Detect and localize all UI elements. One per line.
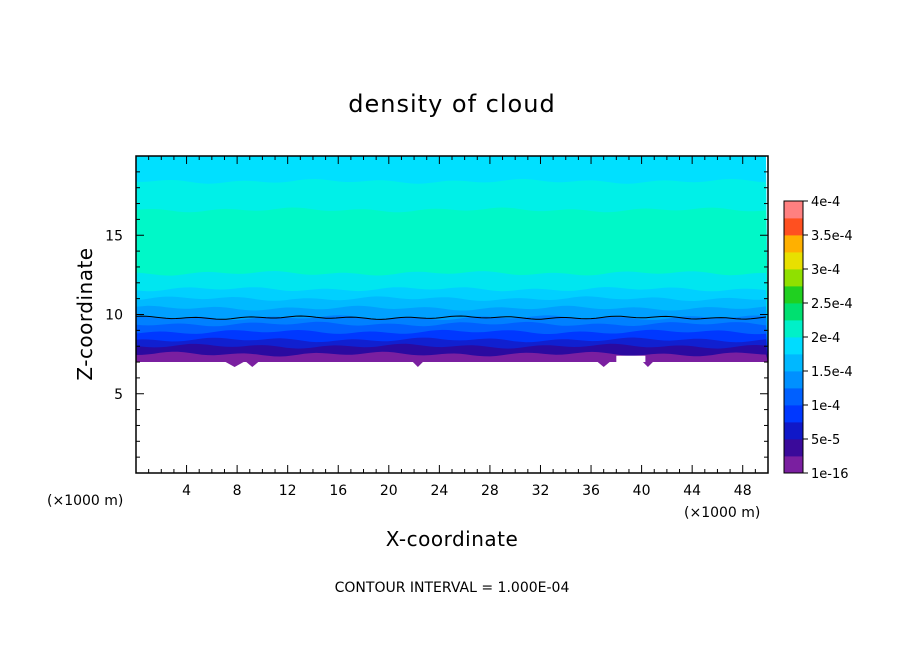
cloud-base-bump	[412, 362, 423, 368]
x-tick-label: 32	[532, 483, 550, 499]
y-axis-label: Z-coordinate	[73, 247, 97, 380]
colorbar-band	[784, 286, 803, 304]
colorbar-label: 5e-5	[811, 433, 840, 448]
colorbar-label: 3.5e-4	[811, 229, 853, 244]
cloud-base-bump	[642, 362, 653, 368]
colorbar-band	[784, 201, 803, 219]
colorbar-label: 1e-4	[811, 399, 840, 414]
colorbar-band	[784, 439, 803, 457]
colorbar-band	[784, 235, 803, 253]
x-tick-label: 8	[233, 483, 242, 499]
contour-interval-note: CONTOUR INTERVAL = 1.000E-04	[335, 580, 570, 596]
x-tick-label: 40	[633, 483, 651, 499]
x-axis-label: X-coordinate	[386, 527, 519, 551]
colorbar-band	[784, 388, 803, 406]
colorbar-label: 1.5e-4	[811, 365, 853, 380]
x-axis-unit-left: (×1000 m)	[47, 493, 123, 509]
colorbar-band	[784, 422, 803, 440]
x-tick-label: 4	[182, 483, 191, 499]
x-tick-label: 24	[430, 483, 448, 499]
cloud-base-bump	[597, 362, 610, 368]
colorbar-band	[784, 252, 803, 270]
y-tick-label: 15	[105, 228, 123, 244]
colorbar-band	[784, 320, 803, 338]
colorbar-label: 2e-4	[811, 331, 840, 346]
y-tick-label: 5	[114, 387, 123, 403]
x-tick-label: 16	[329, 483, 347, 499]
x-axis-unit-right: (×1000 m)	[684, 505, 760, 521]
colorbar-band	[784, 371, 803, 389]
y-axis-ticks: 5 10 15	[105, 228, 123, 403]
x-tick-label: 28	[481, 483, 499, 499]
x-tick-label: 44	[683, 483, 701, 499]
plot-area	[135, 155, 769, 474]
x-tick-label: 12	[279, 483, 297, 499]
colorbar: 4e-4 3.5e-4 3e-4 2.5e-4 2e-4 1.5e-4 1e-4 5e-5 1e…	[783, 195, 853, 482]
colorbar-band	[784, 303, 803, 321]
colorbar-band	[784, 354, 803, 372]
colorbar-label: 3e-4	[811, 263, 840, 278]
chart-title: density of cloud	[348, 90, 555, 118]
colorbar-label: 2.5e-4	[811, 297, 853, 312]
colorbar-band	[784, 405, 803, 423]
x-axis-ticks: 4 8 12 16 20 24 28 32 36 40 44 48	[182, 483, 752, 499]
colorbar-band	[784, 456, 803, 474]
contour-band	[136, 351, 768, 363]
colorbar-band	[784, 337, 803, 355]
y-tick-label: 10	[105, 308, 123, 324]
cloud-base-bump	[246, 362, 259, 368]
colorbar-band	[784, 269, 803, 287]
x-tick-label: 36	[582, 483, 600, 499]
cloud-base-bump	[225, 362, 244, 368]
colorbar-label: 1e-16	[811, 467, 849, 482]
contour-line	[135, 315, 767, 320]
x-tick-label: 48	[734, 483, 752, 499]
x-tick-label: 20	[380, 483, 398, 499]
colorbar-band	[784, 218, 803, 236]
cloud-gap	[616, 355, 646, 363]
colorbar-label: 4e-4	[811, 195, 840, 210]
